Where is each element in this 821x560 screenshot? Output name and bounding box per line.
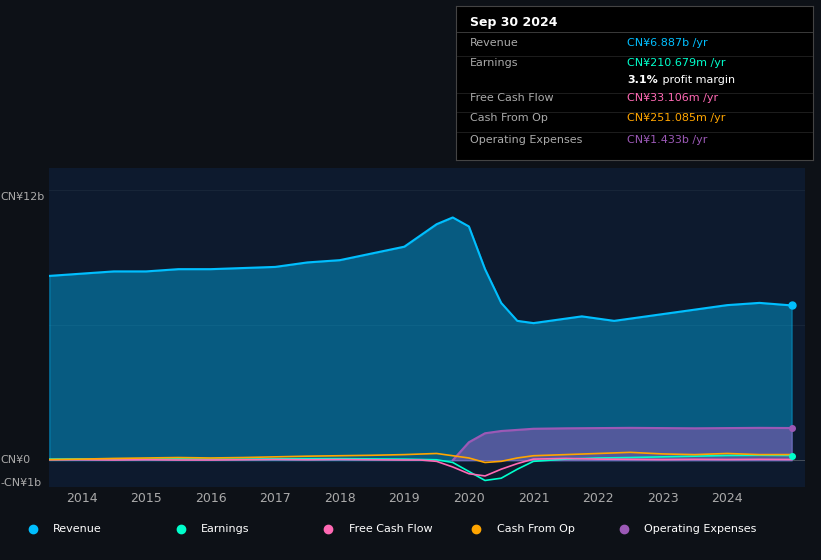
Text: Earnings: Earnings	[470, 58, 518, 68]
Text: Sep 30 2024: Sep 30 2024	[470, 16, 557, 29]
Text: Free Cash Flow: Free Cash Flow	[470, 93, 553, 103]
Text: CN¥210.679m /yr: CN¥210.679m /yr	[627, 58, 726, 68]
Text: CN¥12b: CN¥12b	[0, 192, 44, 202]
Text: 3.1%: 3.1%	[627, 74, 658, 85]
Text: Cash From Op: Cash From Op	[497, 524, 575, 534]
Text: -CN¥1b: -CN¥1b	[0, 478, 41, 488]
Text: Revenue: Revenue	[470, 38, 519, 48]
Text: CN¥33.106m /yr: CN¥33.106m /yr	[627, 93, 718, 103]
Text: Revenue: Revenue	[53, 524, 102, 534]
Text: CN¥1.433b /yr: CN¥1.433b /yr	[627, 134, 708, 144]
Text: profit margin: profit margin	[659, 74, 736, 85]
Text: CN¥251.085m /yr: CN¥251.085m /yr	[627, 113, 726, 123]
Text: CN¥6.887b /yr: CN¥6.887b /yr	[627, 38, 708, 48]
Text: Cash From Op: Cash From Op	[470, 113, 548, 123]
Text: CN¥0: CN¥0	[0, 455, 30, 465]
Text: Operating Expenses: Operating Expenses	[470, 134, 582, 144]
Text: Free Cash Flow: Free Cash Flow	[349, 524, 433, 534]
Text: Earnings: Earnings	[201, 524, 250, 534]
Text: Operating Expenses: Operating Expenses	[644, 524, 757, 534]
